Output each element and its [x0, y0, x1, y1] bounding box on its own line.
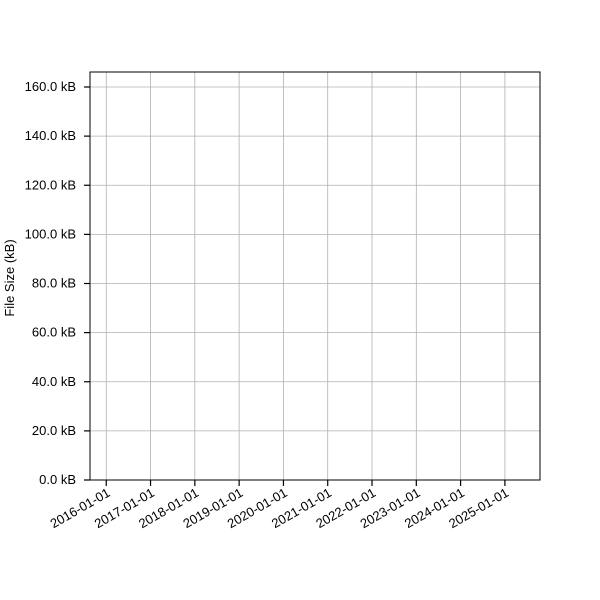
svg-text:100.0 kB: 100.0 kB	[25, 226, 76, 241]
svg-text:60.0 kB: 60.0 kB	[32, 325, 76, 340]
svg-text:0.0 kB: 0.0 kB	[39, 472, 76, 487]
svg-text:File Size (kB): File Size (kB)	[2, 239, 17, 316]
svg-text:140.0 kB: 140.0 kB	[25, 128, 76, 143]
svg-text:20.0 kB: 20.0 kB	[32, 423, 76, 438]
svg-text:160.0 kB: 160.0 kB	[25, 79, 76, 94]
svg-text:120.0 kB: 120.0 kB	[25, 177, 76, 192]
svg-text:40.0 kB: 40.0 kB	[32, 374, 76, 389]
svg-text:80.0 kB: 80.0 kB	[32, 276, 76, 291]
